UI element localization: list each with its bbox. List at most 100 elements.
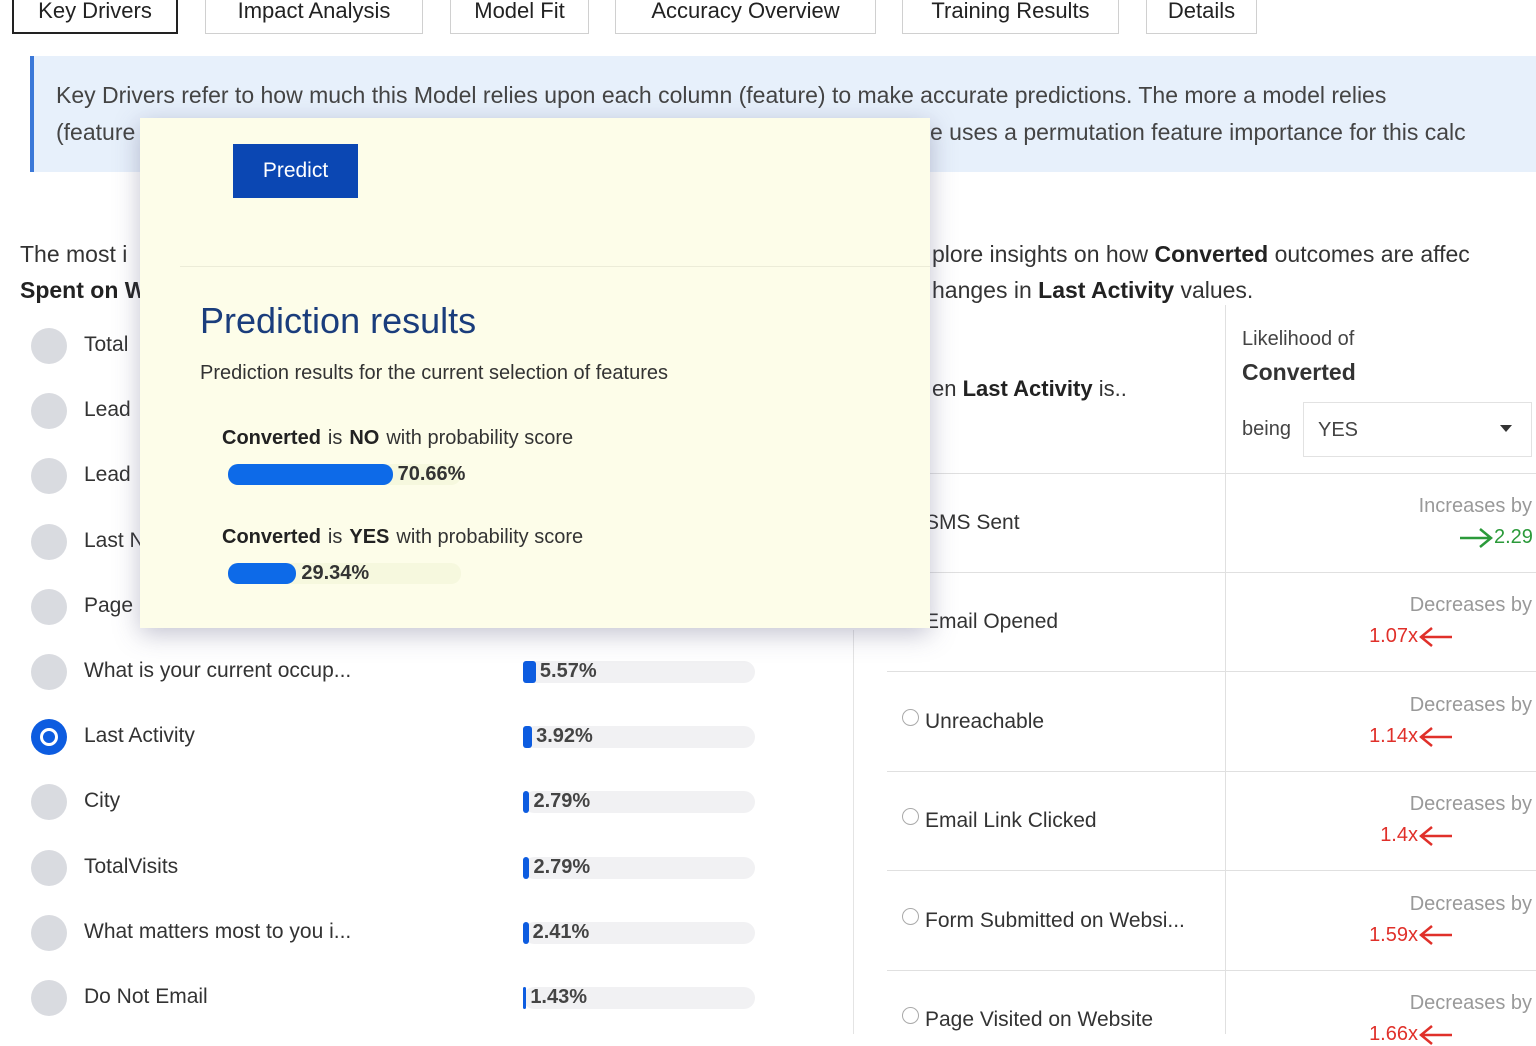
value-label: 1.43% <box>530 986 588 1008</box>
arrow-icon <box>1419 726 1452 747</box>
value-label: 3.92% <box>536 725 593 748</box>
row-label-text: SMS Sent <box>925 511 1020 534</box>
verb: is <box>327 427 343 449</box>
radio[interactable] <box>31 523 67 560</box>
radio[interactable] <box>31 719 67 756</box>
select-value: YES <box>1318 419 1359 441</box>
probability-label: 29.34% <box>301 562 370 584</box>
factor: 1.4x <box>1380 824 1454 847</box>
header-text: Converted <box>1242 359 1356 385</box>
tab[interactable]: Details <box>1146 0 1257 34</box>
probability-bar <box>228 464 393 485</box>
radio[interactable] <box>31 784 67 821</box>
probability-bar <box>228 563 297 584</box>
feature-label: Lead <box>84 463 131 487</box>
bar-track <box>523 726 755 749</box>
tab[interactable]: Model Fit <box>450 0 589 34</box>
verb: is <box>327 526 343 548</box>
row-line <box>887 473 1536 474</box>
feature-label: Total <box>84 333 129 356</box>
tab[interactable]: Accuracy Overview <box>615 0 876 34</box>
divider <box>180 266 930 267</box>
row-label-text: Page Visited on Website <box>925 1008 1154 1031</box>
row-label-text: Form Submitted on Websi... <box>925 908 1185 932</box>
bar-track <box>523 921 755 944</box>
header-text: Likelihood of <box>1242 328 1355 350</box>
prediction-popup: Predict Prediction results Prediction re… <box>140 118 930 628</box>
tab[interactable]: Key Drivers <box>12 0 178 34</box>
bar <box>523 921 529 944</box>
intro-text: plore insights on how Converted outcomes… <box>932 241 1470 268</box>
factor-value: 1.66x <box>1369 1023 1418 1046</box>
radio[interactable] <box>31 393 67 430</box>
text-segment: outcomes are affec <box>1268 241 1470 267</box>
bar-track <box>523 987 755 1009</box>
direction-text: Decreases by <box>1409 992 1532 1014</box>
direction-text: Decreases by <box>1409 693 1532 716</box>
factor-value: 1.4x <box>1380 824 1418 847</box>
help-icon <box>902 808 919 826</box>
value-label: 2.79% <box>533 855 591 878</box>
bar-track <box>523 856 755 879</box>
banner-line: Key Drivers refer to how much this Model… <box>56 82 1387 108</box>
popup-title: Prediction results <box>200 300 477 341</box>
text-segment: Last Activity <box>962 376 1093 401</box>
text-segment: plore insights on how <box>932 241 1155 267</box>
feature-label: Do Not Email <box>84 985 208 1008</box>
factor: 2.29 <box>1458 526 1533 549</box>
intro-text: The most i <box>20 241 128 267</box>
bar <box>523 791 530 814</box>
feature-label: Lead <box>84 398 131 422</box>
radio[interactable] <box>31 849 67 886</box>
text-segment: en <box>932 376 963 401</box>
bar <box>523 661 536 683</box>
predict-button[interactable]: Predict <box>233 144 358 198</box>
intro-text: Spent on W <box>20 277 147 303</box>
radio[interactable] <box>31 328 67 364</box>
radio[interactable] <box>31 588 67 625</box>
radio[interactable] <box>31 914 67 951</box>
help-icon <box>902 907 919 925</box>
bar <box>523 987 527 1009</box>
bar <box>523 726 533 749</box>
bar-track <box>523 791 755 814</box>
help-icon <box>902 708 919 726</box>
banner-line: (feature <box>56 119 136 145</box>
value-label: 2.79% <box>533 790 591 813</box>
intro-text: hanges in Last Activity values. <box>932 277 1253 304</box>
radio[interactable] <box>31 458 67 495</box>
class: YES <box>349 526 390 548</box>
text-segment: Last Activity <box>1038 277 1175 303</box>
arrow-icon <box>1419 825 1452 846</box>
text-segment: values. <box>1174 277 1254 303</box>
row-line <box>887 572 1536 573</box>
suffix: with probability score <box>396 526 584 548</box>
row-label: Unreachable <box>902 708 1044 734</box>
divider <box>853 630 854 1034</box>
radio[interactable] <box>31 654 67 690</box>
bar <box>523 856 530 879</box>
tab[interactable]: Training Results <box>902 0 1119 34</box>
tab[interactable]: Impact Analysis <box>205 0 423 34</box>
outcome: Converted <box>222 526 321 548</box>
factor-value: 2.29 <box>1494 526 1533 549</box>
result-text: Converted is YES with probability score <box>222 526 583 549</box>
radio[interactable] <box>31 980 67 1016</box>
factor-value: 1.07x <box>1369 625 1418 648</box>
text-segment: Converted <box>1154 241 1269 267</box>
feature-label: What is your current occup... <box>84 659 352 682</box>
row-label: Form Submitted on Websi... <box>902 907 1185 933</box>
banner-line: e uses a permutation feature importance … <box>930 119 1466 145</box>
row-label-text: Email Link Clicked <box>925 809 1097 833</box>
text-segment: is.. <box>1092 376 1127 401</box>
row-label: Email Link Clicked <box>902 808 1097 833</box>
feature-label: TotalVisits <box>84 854 179 878</box>
row-label: Page Visited on Website <box>902 1007 1153 1032</box>
bar-track <box>523 661 755 683</box>
select[interactable]: YES <box>1303 402 1532 457</box>
probability-label: 70.66% <box>397 463 466 485</box>
feature-label: Page <box>84 593 134 617</box>
table-header: en Last Activity is.. <box>932 376 1127 402</box>
factor: 1.14x <box>1369 725 1454 748</box>
